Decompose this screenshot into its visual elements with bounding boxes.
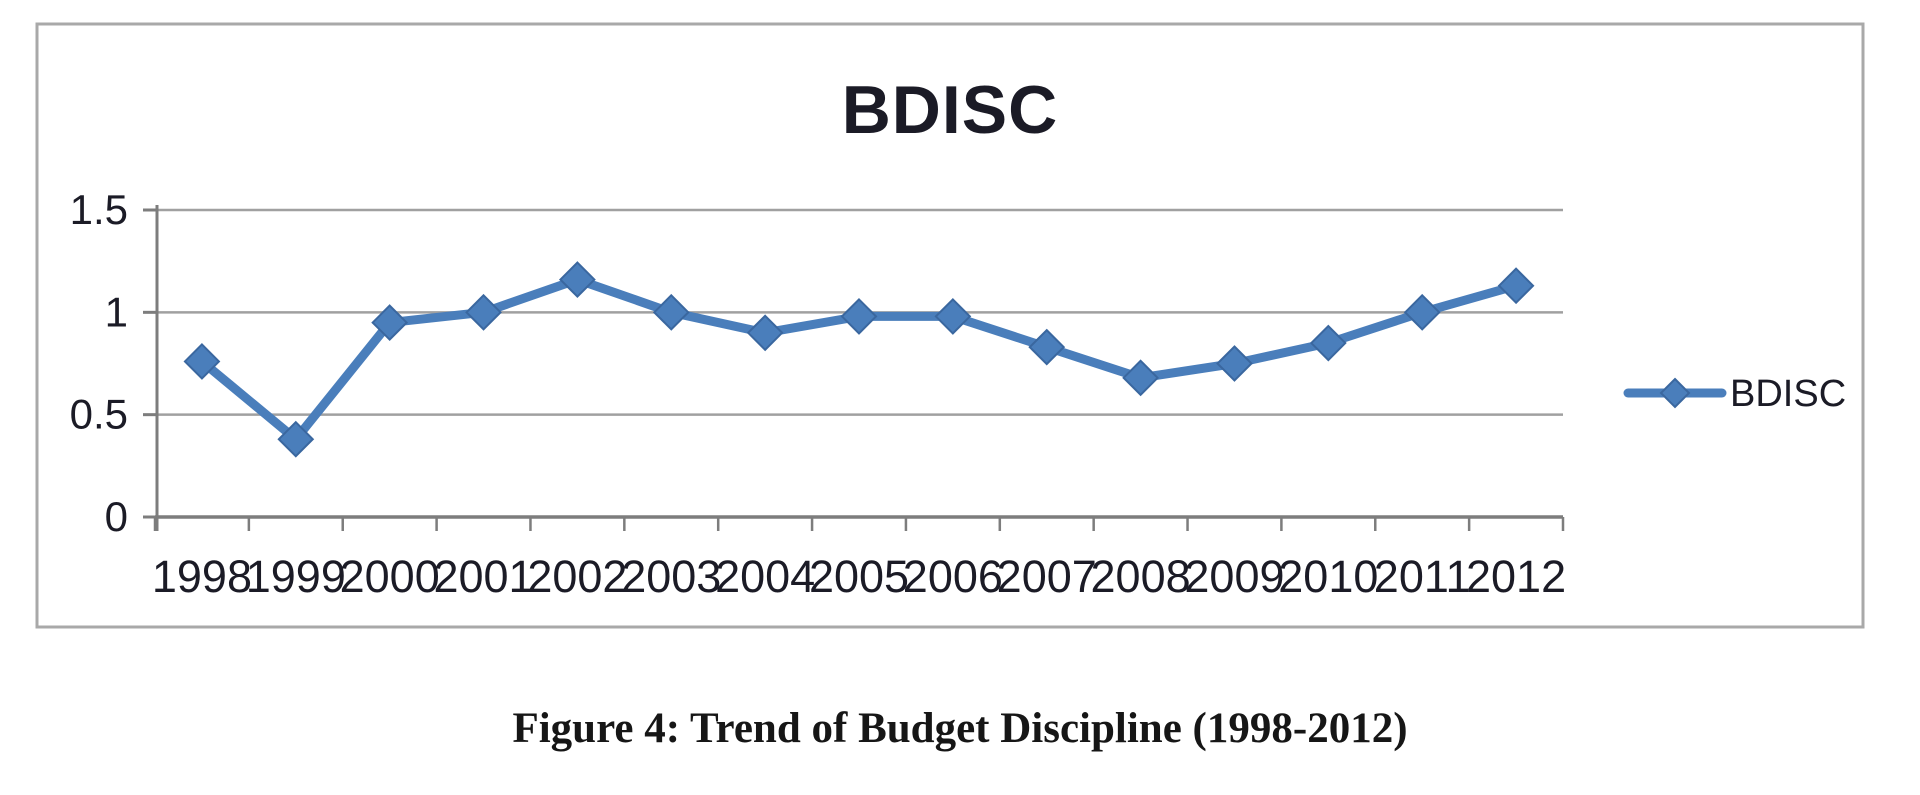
- data-point-marker: [1309, 324, 1347, 362]
- x-tick-label: 2001: [433, 551, 533, 602]
- legend: BDISC: [1623, 373, 1846, 415]
- x-tick-label: 2009: [1184, 551, 1284, 602]
- x-tick-label: 2003: [621, 551, 721, 602]
- x-tick-label: 2002: [527, 551, 627, 602]
- y-axis-labels: 0 0.5 1 1.5: [70, 186, 128, 540]
- x-tick-label: 2008: [1091, 551, 1191, 602]
- x-tick-label: 2012: [1466, 551, 1566, 602]
- data-point-marker: [652, 293, 690, 331]
- figure-caption: Figure 4: Trend of Budget Discipline (19…: [512, 705, 1408, 752]
- data-point-marker: [746, 314, 784, 352]
- axes: [143, 204, 1565, 531]
- data-point-marker: [1122, 359, 1160, 397]
- x-tick-label: 2006: [903, 551, 1003, 602]
- data-point-marker: [840, 298, 878, 335]
- x-tick-label: 2007: [997, 551, 1097, 602]
- x-tick-label: 2000: [340, 551, 440, 602]
- data-point-marker: [1216, 345, 1253, 382]
- x-tick-label: 2004: [715, 551, 815, 602]
- data-series: [183, 261, 1535, 458]
- x-axis-labels: 1998199920002001200220032004200520062007…: [152, 551, 1566, 602]
- data-point-marker: [1403, 293, 1441, 331]
- x-tick-label: 2010: [1278, 551, 1378, 602]
- data-point-marker: [371, 304, 409, 341]
- legend-series-label: BDISC: [1730, 373, 1846, 415]
- data-point-marker: [465, 293, 502, 331]
- y-tick-label: 1: [105, 288, 128, 335]
- x-tick-label: 2011: [1374, 551, 1471, 602]
- data-point-marker: [183, 343, 221, 380]
- x-tick-label: 2005: [809, 551, 909, 602]
- data-point-marker: [558, 261, 596, 298]
- y-tick-label: 0.5: [70, 391, 128, 438]
- y-tick-label: 1.5: [70, 186, 128, 233]
- x-tick-label: 1999: [246, 551, 346, 602]
- y-tick-label: 0: [105, 493, 128, 540]
- data-point-marker: [1028, 328, 1066, 366]
- legend-diamond-marker-icon: [1659, 377, 1691, 409]
- data-point-marker: [934, 298, 972, 335]
- x-tick-label: 1998: [152, 551, 252, 602]
- data-point-marker: [277, 420, 315, 458]
- data-point-marker: [1497, 267, 1535, 305]
- chart-title: BDISC: [842, 72, 1059, 148]
